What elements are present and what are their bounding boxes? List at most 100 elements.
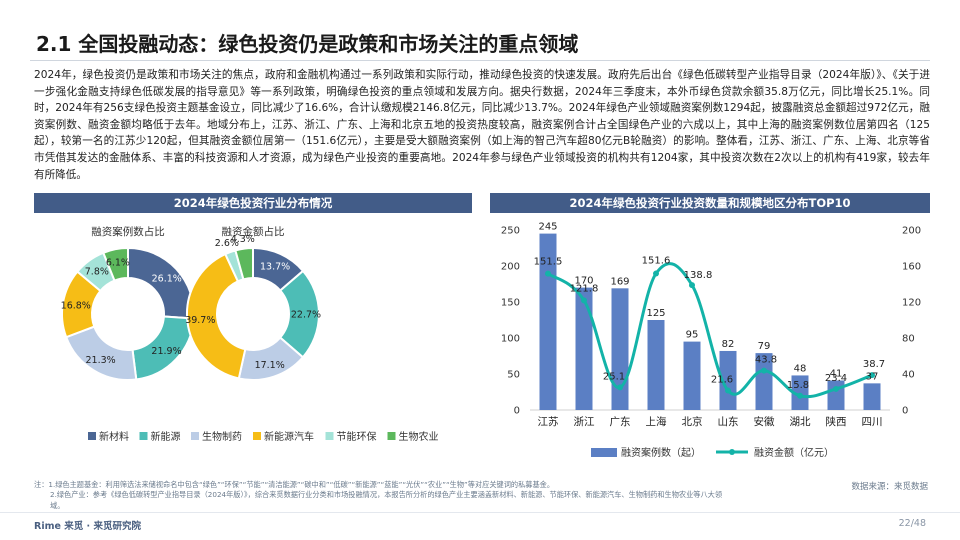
footnote: 注：1.绿色主题基金：利用筛选法来储视命名中包含“绿色”“环保”“节能”“清洁能… (34, 480, 724, 511)
pie-panel: 融资案例数占比 26.1% 21.9% 21.3% 16.8% 7.8% 6.1% 融资金额占… (34, 213, 472, 475)
line-value-label: 151.6 (642, 256, 671, 267)
combo-chart: 0 50 100 150 200 250 0 40 80 120 160 200 江苏 浙江 广东 上海 北京 山… (501, 222, 921, 459)
legend-swatch (325, 432, 334, 440)
donut-slice-label: 2.6% (215, 238, 239, 249)
y-tick-right: 40 (902, 370, 915, 381)
x-tick-label: 陕西 (826, 415, 847, 428)
line-point (545, 270, 551, 277)
line-point (833, 385, 839, 392)
bar (647, 320, 665, 410)
y-tick-left: 200 (501, 262, 520, 273)
bar-value-label: 41 (830, 368, 843, 379)
y-tick-right: 0 (902, 406, 908, 417)
legend-swatch (191, 432, 199, 440)
legend-swatch-bar (591, 448, 617, 457)
donut-slice-label: 39.7% (185, 315, 215, 326)
x-tick-label: 北京 (682, 415, 703, 428)
bar-panel: 0 50 100 150 200 250 0 40 80 120 160 200 江苏 浙江 广东 上海 北京 山… (490, 213, 930, 475)
donut-slice-label: 21.9% (151, 346, 181, 357)
y-tick-right: 120 (902, 298, 921, 309)
x-tick-label: 湖北 (790, 416, 811, 428)
donut-slice-label: 6.1% (106, 257, 130, 268)
x-tick-label: 广东 (610, 415, 631, 428)
donut-slice-label: 7.8% (85, 267, 109, 278)
line-value-label: 138.8 (684, 270, 713, 281)
bar-value-label: 79 (758, 341, 771, 352)
donut-slice (234, 246, 254, 281)
bar-value-label: 48 (794, 363, 807, 374)
bar (575, 287, 593, 410)
title-divider (30, 60, 930, 61)
legend-label: 新能源汽车 (264, 430, 314, 443)
y-tick-left: 100 (501, 334, 520, 345)
legend-swatch-line-dot (729, 449, 735, 455)
brand-logo: Rime 来觅 · 来觅研究院 (34, 521, 141, 532)
pie-panel-title: 2024年绿色投资行业分布情况 (34, 193, 472, 213)
y-tick-right: 80 (902, 334, 915, 345)
donut-slice (186, 252, 247, 380)
x-tick-label: 上海 (646, 415, 667, 428)
line-point (653, 270, 659, 277)
legend-swatch (139, 432, 148, 440)
footnote-line-2: 2.绿色产业：参考《绿色低碳转型产业指导目录（2024年版）》，综合来觅数据行业… (50, 490, 723, 510)
donut-slice-label: 4.3% (231, 234, 255, 245)
bar-value-label: 170 (574, 276, 593, 287)
donut-slice-label: 16.8% (61, 301, 91, 312)
donut-slice-label: 13.7% (260, 261, 290, 272)
legend-label-line: 融资金额（亿元） (754, 446, 834, 459)
bar (539, 233, 557, 410)
footer-divider (0, 512, 960, 513)
legend-label-bar: 融资案例数（起） (621, 446, 701, 459)
x-tick-label: 四川 (862, 416, 883, 428)
line-point (725, 387, 731, 394)
y-tick-left: 50 (507, 370, 520, 381)
x-tick-label: 江苏 (538, 415, 559, 428)
legend-label: 生物农业 (399, 430, 439, 443)
legend-label: 新能源 (151, 430, 181, 443)
y-tick-left: 0 (514, 406, 520, 417)
data-source: 数据来源：来觅数据 (851, 482, 928, 492)
x-tick-label: 山东 (718, 415, 739, 428)
footnote-line-1: 注：1.绿色主题基金：利用筛选法来储视命名中包含“绿色”“环保”“节能”“清洁能… (34, 480, 555, 489)
line-value-label: 151.5 (534, 257, 563, 268)
line-value-label: 38.7 (863, 359, 885, 370)
line-value-label: 121.8 (570, 283, 599, 294)
page-number: 22/48 (898, 518, 926, 529)
bar-value-label: 82 (722, 339, 735, 350)
bar-value-label: 95 (686, 330, 699, 341)
legend-label: 新材料 (99, 430, 129, 443)
amount-line (547, 262, 873, 399)
bar (791, 375, 809, 410)
legend-label: 生物制药 (202, 430, 242, 443)
legend-swatch (88, 432, 96, 440)
line-value-label: 21.6 (711, 375, 733, 386)
donut-subtitle: 融资金额占比 (222, 225, 285, 238)
bar-value-label: 169 (610, 276, 629, 287)
line-point (689, 282, 695, 289)
donut-subtitle: 融资案例数占比 (91, 225, 165, 238)
donut-slice-label: 26.1% (152, 273, 182, 284)
y-tick-right: 200 (902, 226, 921, 237)
line-point (797, 392, 803, 399)
y-tick-left: 150 (501, 298, 520, 309)
bar (827, 380, 845, 410)
bar-value-label: 125 (646, 308, 665, 319)
legend-swatch (253, 432, 261, 440)
y-tick-left: 250 (501, 226, 520, 237)
line-point (869, 372, 875, 379)
donut-slice-label: 17.1% (255, 360, 285, 371)
bar-value-label: 245 (538, 222, 557, 233)
line-point (617, 384, 623, 391)
donut-slice-label: 22.7% (291, 310, 321, 321)
bar-panel-title: 2024年绿色投资行业投资数量和规模地区分布TOP10 (490, 193, 930, 213)
line-value-label: 15.8 (787, 380, 809, 391)
legend-label: 节能环保 (337, 430, 377, 443)
line-value-label: 43.8 (755, 355, 777, 366)
donut-slice (64, 325, 138, 381)
line-value-label: 23.4 (825, 373, 847, 384)
line-value-label: 25.1 (603, 371, 625, 382)
line-point (761, 367, 767, 374)
bar-value-label: 37 (866, 371, 879, 382)
bar (863, 383, 881, 410)
